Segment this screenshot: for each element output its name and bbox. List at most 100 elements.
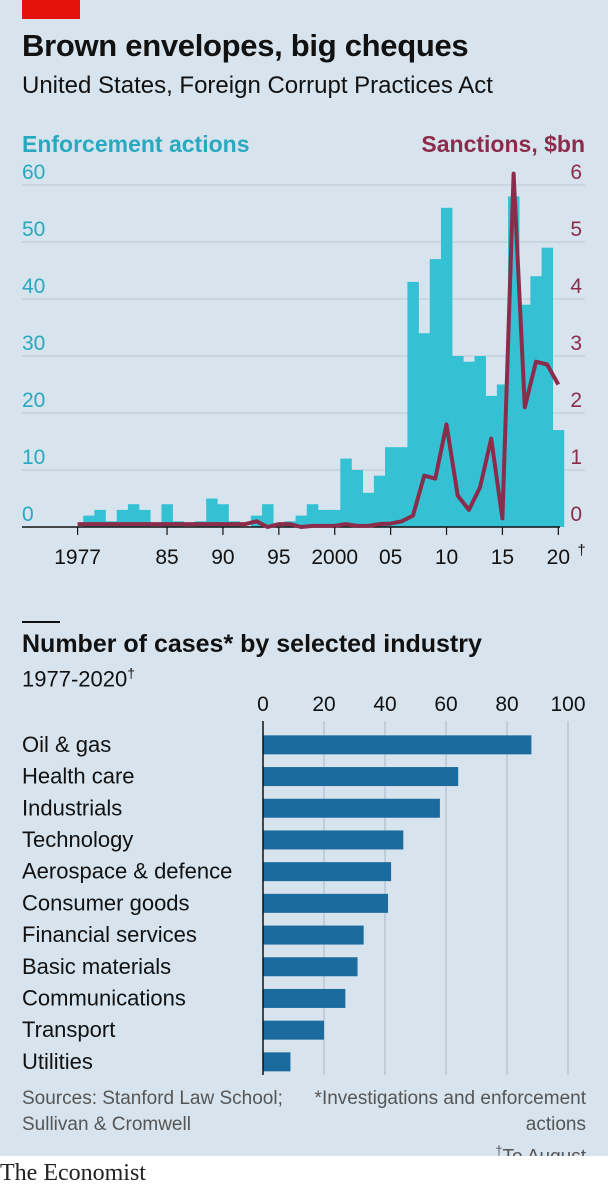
enforcement-bar [116,509,129,527]
enforcement-bar [340,458,352,527]
industry-label: Oil & gas [22,732,111,757]
right-tick-label: 0 [570,503,582,526]
industry-bar [263,1052,291,1072]
industry-bar [263,893,389,913]
enforcement-bar [329,509,341,527]
industry-cases-chart: 0 20 40 60 80 100 Oil & gas Health care Industri… [22,693,586,1075]
x-tick-label: 0 [257,693,269,716]
enforcement-bar [418,333,431,527]
industry-label: Health care [22,764,135,789]
sources-note: Sources: Stanford Law School; Sullivan &… [22,1088,283,1135]
x-tick-dagger: † [577,542,585,559]
enforcement-bar [139,509,151,527]
left-tick-label: 50 [22,218,45,241]
industry-chart-title: Number of cases* by selected industry [22,630,482,658]
industry-bar [263,1020,324,1040]
industry-bar [263,830,404,850]
industry-label: Consumer goods [22,890,190,915]
footnote-investigations: *Investigations and enforcement actions [314,1088,586,1135]
footnote-dagger: † [495,1143,503,1158]
x-tick-label: 95 [267,546,290,569]
industry-label: Aerospace & defence [22,859,232,884]
industry-label: Utilities [22,1049,93,1074]
x-tick-label: 2000 [311,546,358,569]
enforcement-bar [541,247,554,527]
enforcement-sanctions-chart: Enforcement actions Sanctions, $bn0102030… [22,131,586,569]
enforcement-bar [485,395,498,527]
x-tick-label: 60 [434,693,457,716]
enforcement-bar [452,356,464,527]
industry-bar [263,735,532,755]
enforcement-bar [396,447,408,527]
enforcement-bar [161,504,173,527]
enforcement-bar [474,356,486,527]
enforcement-bar [295,515,308,527]
x-tick-label: 40 [373,693,396,716]
chart-subtitle: United States, Foreign Corrupt Practices… [22,72,493,99]
x-tick-label: 20 [547,546,570,569]
enforcement-bar [83,515,95,527]
left-tick-label: 10 [22,446,45,469]
right-tick-label: 3 [570,332,582,355]
industry-bar [263,925,364,945]
enforcement-bar [440,207,453,528]
enforcement-bar [306,504,319,527]
economist-logo: The Economist [0,1160,146,1186]
enforcement-bar [519,304,531,527]
enforcement-bar [206,498,218,527]
x-tick-label: 100 [550,693,585,716]
enforcement-bar [385,447,397,527]
industry-label: Industrials [22,795,122,820]
sanctions-line [77,171,561,529]
right-tick-label: 2 [570,389,582,412]
left-axis-title: Enforcement actions [22,131,250,157]
enforcement-bar [262,504,274,527]
x-tick-label: 10 [435,546,458,569]
right-tick-label: 4 [570,275,582,298]
enforcement-bar [362,492,375,527]
dagger-marker: † [127,665,136,681]
enforcement-bar [552,430,565,527]
left-tick-label: 30 [22,332,45,355]
left-tick-label: 20 [22,389,45,412]
industry-bar [263,957,358,977]
industry-label: Communications [22,985,186,1010]
industry-label: Transport [22,1017,115,1042]
x-tick-label: 15 [491,546,514,569]
x-tick-label: 80 [495,693,518,716]
industry-bar [263,798,440,818]
enforcement-bar [127,504,140,527]
enforcement-bar [217,504,229,527]
right-tick-label: 5 [570,218,582,241]
left-tick-label: 40 [22,275,45,298]
enforcement-bar [94,509,106,527]
chart-title: Brown envelopes, big cheques [22,28,469,63]
enforcement-bar [429,259,442,527]
industry-label: Basic materials [22,954,171,979]
enforcement-bar [508,196,520,527]
section-rule [22,621,60,623]
industry-chart-subtitle: 1977-2020† [22,665,135,692]
footer-bar [0,1156,608,1191]
left-tick-label: 0 [22,503,34,526]
enforcement-bar [351,470,363,527]
industry-chart-subtitle-text: 1977-2020 [22,666,128,692]
right-axis-title: Sanctions, $bn [421,131,585,157]
left-tick-label: 60 [22,161,45,184]
enforcement-bar [407,281,419,527]
enforcement-bar [317,509,330,527]
right-tick-label: 1 [570,446,582,469]
x-tick-label: 1977 [54,546,101,569]
right-tick-label: 6 [570,161,582,184]
industry-bar [263,988,346,1008]
enforcement-bar [373,475,386,527]
enforcement-bar [463,361,475,527]
industry-label: Technology [22,827,133,852]
x-tick-label: 85 [155,546,178,569]
brand-red-tag [22,0,80,19]
industry-label: Financial services [22,922,197,947]
industry-bar [263,767,459,787]
x-tick-label: 05 [379,546,402,569]
industry-bar [263,862,392,882]
enforcement-bar [530,276,542,527]
